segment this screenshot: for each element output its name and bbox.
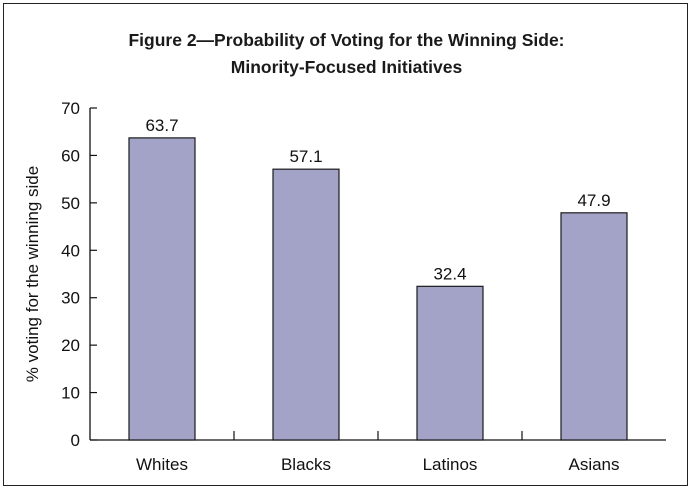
y-tick-label: 50 [61, 194, 80, 213]
value-label: 47.9 [577, 191, 610, 210]
bar-asians [560, 212, 628, 441]
value-label: 63.7 [145, 116, 178, 135]
category-labels: Whites Blacks Latinos Asians [136, 455, 620, 474]
category-label: Blacks [281, 455, 331, 474]
y-tick-label: 40 [61, 241, 80, 260]
category-label: Latinos [423, 455, 478, 474]
y-tick-label: 30 [61, 289, 80, 308]
x-ticks [233, 431, 523, 440]
chart-title: Figure 2—Probability of Voting for the W… [128, 30, 565, 50]
y-ticks: 0 10 20 30 40 50 60 70 [61, 99, 97, 450]
y-tick-label: 20 [61, 336, 80, 355]
y-tick-label: 0 [71, 431, 80, 450]
bar-latinos [416, 285, 484, 441]
value-labels: 63.7 57.1 32.4 47.9 [145, 116, 610, 283]
bar-whites [128, 137, 196, 441]
y-axis-title: % voting for the winning side [23, 166, 42, 382]
y-tick-label: 70 [61, 99, 80, 118]
bar-blacks [272, 168, 340, 441]
value-label: 32.4 [433, 264, 466, 283]
y-tick-label: 10 [61, 384, 80, 403]
value-label: 57.1 [289, 147, 322, 166]
chart-title-block: Figure 2—Probability of Voting for the W… [0, 27, 693, 81]
chart-subtitle: Minority-Focused Initiatives [230, 57, 463, 77]
category-label: Whites [136, 455, 188, 474]
category-label: Asians [568, 455, 619, 474]
bars [128, 137, 628, 441]
y-tick-label: 60 [61, 146, 80, 165]
